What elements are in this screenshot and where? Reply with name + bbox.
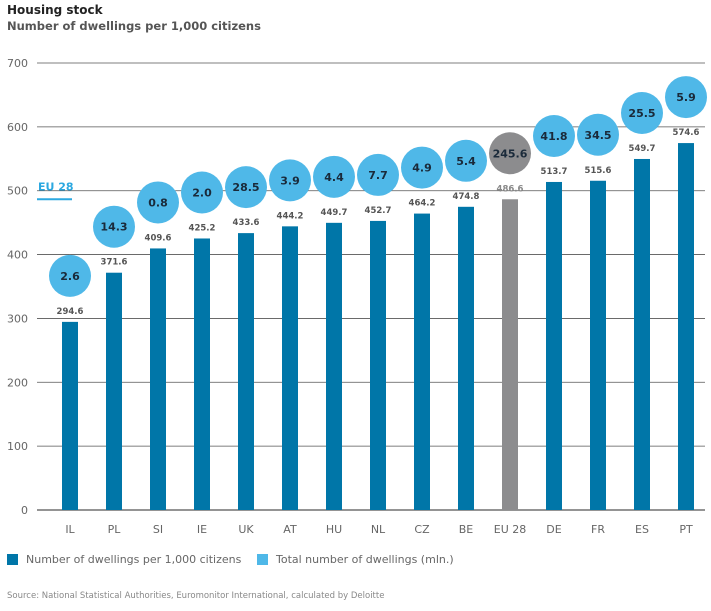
bubble-label: 14.3 (100, 221, 127, 234)
bubble (137, 181, 179, 224)
bubble-label: 7.7 (368, 169, 388, 182)
x-tick-label: SI (153, 523, 163, 536)
bubble-label: 2.6 (60, 270, 80, 283)
bar (590, 180, 606, 511)
bubble-label: 245.6 (493, 147, 528, 160)
bar (634, 158, 650, 510)
chart-title: Housing stock (7, 3, 103, 17)
value-label: 549.7 (629, 144, 656, 154)
value-label: 464.2 (409, 199, 436, 209)
eu-reference-label: EU 28 (38, 180, 74, 193)
value-label: 486.6 (497, 184, 524, 194)
bubble (445, 139, 487, 182)
value-label: 425.2 (189, 223, 216, 233)
bubble-label: 5.4 (456, 155, 476, 168)
bar (370, 220, 386, 511)
bar (282, 226, 298, 511)
legend-item-dwellings-per-1000: Number of dwellings per 1,000 citizens (7, 553, 241, 566)
bubble (93, 205, 135, 248)
bubble-label: 5.9 (676, 91, 696, 104)
bubble-label: 34.5 (584, 129, 611, 142)
x-tick-label: PL (108, 523, 122, 536)
value-label: 452.7 (365, 206, 392, 216)
x-tick-label: PT (679, 523, 693, 536)
bubble-label: 25.5 (628, 107, 655, 120)
bar (546, 181, 562, 510)
y-tick-label: 0 (21, 504, 28, 517)
y-tick-label: 400 (7, 249, 28, 262)
value-label: 294.6 (57, 307, 84, 317)
bubble-label: 28.5 (232, 181, 259, 194)
x-tick-label: UK (238, 523, 254, 536)
bar-chart: 0 100 200 300 400 500 600 700 EU 28 294.6 2.6 IL 371… (7, 57, 707, 536)
bubble (181, 171, 223, 214)
bubble (313, 155, 355, 198)
x-tick-label: EU 28 (494, 523, 527, 536)
legend-label: Number of dwellings per 1,000 citizens (26, 553, 242, 566)
legend-label: Total number of dwellings (mln.) (276, 553, 454, 566)
bubble (621, 91, 663, 134)
bubble-label: 3.9 (280, 174, 300, 187)
bar (106, 272, 122, 510)
x-tick-label: IL (65, 523, 75, 536)
legend-swatch (7, 554, 18, 565)
bubble (533, 114, 575, 157)
y-tick-label: 200 (7, 376, 28, 389)
bubble (269, 159, 311, 202)
bubble (49, 254, 91, 297)
bubble (357, 153, 399, 196)
y-tick-label: 500 (7, 185, 28, 198)
bubble (489, 132, 531, 175)
x-tick-label: HU (326, 523, 342, 536)
bar (458, 206, 474, 511)
legend-swatch (257, 554, 268, 565)
x-tick-label: ES (635, 523, 649, 536)
y-tick-label: 100 (7, 440, 28, 453)
value-label: 444.2 (277, 211, 304, 221)
chart-subtitle: Number of dwellings per 1,000 citizens (7, 19, 261, 33)
bubble-label: 0.8 (148, 196, 168, 209)
bar (238, 233, 254, 511)
x-tick-label: CZ (414, 523, 430, 536)
value-label: 449.7 (321, 208, 348, 218)
value-label: 474.8 (453, 192, 480, 202)
y-tick-label: 300 (7, 312, 28, 325)
bubble-label: 41.8 (540, 130, 567, 143)
value-label: 409.6 (145, 233, 172, 243)
x-tick-label: FR (591, 523, 605, 536)
bar (678, 143, 694, 511)
bubble (577, 113, 619, 156)
bubble (401, 146, 443, 189)
y-tick-label: 600 (7, 121, 28, 134)
value-label: 371.6 (101, 258, 128, 268)
bar (62, 321, 78, 510)
bar (502, 199, 518, 510)
bar (326, 222, 342, 511)
x-tick-label: DE (546, 523, 561, 536)
y-tick-label: 700 (7, 57, 28, 70)
legend-item-total-dwellings: Total number of dwellings (mln.) (257, 553, 454, 566)
bubble (225, 166, 267, 209)
value-label: 515.6 (585, 166, 612, 176)
value-label: 513.7 (541, 167, 568, 177)
value-label: 574.6 (673, 128, 700, 138)
x-tick-label: IE (197, 523, 207, 536)
x-tick-label: AT (283, 523, 297, 536)
bubble-label: 4.9 (412, 162, 432, 175)
bar (150, 248, 166, 510)
bar (414, 213, 430, 511)
value-label: 433.6 (233, 218, 260, 228)
source-note: Source: National Statistical Authorities… (7, 591, 385, 601)
bubble (665, 76, 707, 119)
bar (194, 238, 210, 510)
bubble-label: 2.0 (192, 186, 212, 199)
x-tick-label: NL (371, 523, 386, 536)
x-tick-label: BE (459, 523, 474, 536)
bubble-label: 4.4 (324, 171, 344, 184)
